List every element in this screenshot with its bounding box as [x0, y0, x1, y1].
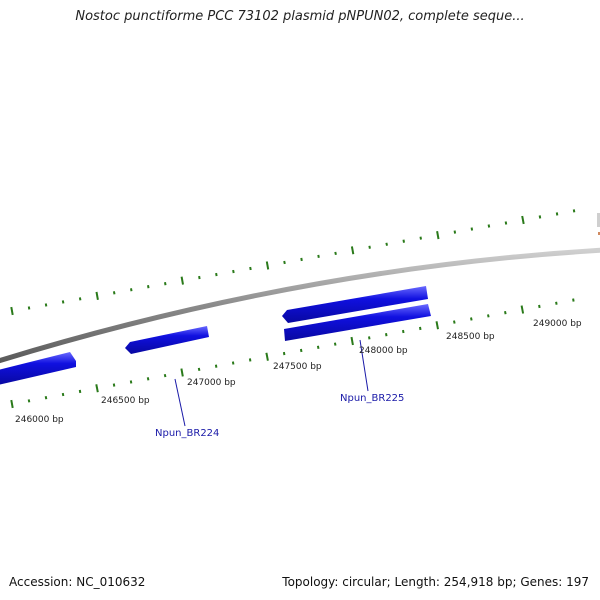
ruler-tick — [180, 276, 184, 285]
ruler-tick — [572, 209, 576, 213]
ruler-tick — [129, 380, 133, 384]
ruler-tick — [419, 326, 422, 331]
ruler-tick — [436, 231, 440, 240]
ruler-tick — [435, 321, 439, 330]
map-title: Nostoc punctiforme PCC 73102 plasmid pNP… — [75, 9, 525, 24]
ruler-tick — [61, 392, 65, 397]
ruler-label: 246500 bp — [101, 396, 150, 406]
gene-label-npun-br224[interactable]: Npun_BR224 — [155, 428, 219, 439]
ruler-tick — [487, 314, 490, 318]
ruler-tick — [538, 215, 542, 219]
ruler-tick — [112, 383, 116, 387]
ruler-tick — [385, 333, 388, 337]
ruler-tick — [130, 288, 133, 292]
ruler-label: 247000 bp — [187, 378, 236, 388]
gene-feature[interactable] — [282, 286, 428, 323]
backbone — [0, 247, 600, 364]
topology-summary: Topology: circular; Length: 254,918 bp; … — [282, 575, 589, 589]
ruler-tick — [453, 320, 456, 324]
ruler-tick — [282, 351, 286, 356]
ruler-tick — [350, 246, 355, 255]
ruler-tick — [572, 298, 575, 302]
ruler-tick — [231, 361, 235, 365]
ruler-tick — [10, 306, 14, 316]
ruler-tick — [283, 260, 286, 265]
ruler-tick — [299, 348, 303, 353]
ruler-tick — [27, 399, 31, 403]
ruler-tick — [163, 373, 167, 378]
ruler-tick — [333, 342, 337, 346]
ruler-tick — [470, 227, 474, 231]
ruler-tick — [470, 317, 473, 321]
ruler-tick — [504, 221, 508, 225]
ruler-tick — [214, 364, 218, 368]
ruler-tick — [300, 257, 303, 262]
ruler-tick — [180, 368, 184, 377]
gene-feature[interactable] — [284, 304, 431, 341]
ruler-tick — [248, 358, 252, 362]
ruler-tick — [95, 291, 99, 300]
ruler-tick — [334, 251, 337, 256]
ruler-tick — [555, 301, 558, 305]
ruler-tick — [44, 396, 48, 400]
ruler-label: 247500 bp — [273, 362, 322, 372]
ruler-tick — [265, 352, 269, 361]
ruler-tick — [61, 300, 65, 304]
ruler-tick — [368, 245, 371, 249]
ruler-tick — [249, 266, 252, 271]
ruler-label: 248500 bp — [446, 332, 495, 342]
ruler-tick — [78, 297, 82, 301]
ruler-label: 248000 bp — [359, 346, 408, 356]
ruler-tick — [555, 212, 559, 216]
ruler-tick — [232, 269, 235, 274]
ruler-tick — [146, 377, 150, 381]
ruler-tick — [521, 215, 525, 225]
ruler-tick — [164, 282, 167, 286]
ruler-tick — [504, 311, 507, 315]
ruler-tick — [520, 305, 525, 314]
gene-label-npun-br225[interactable]: Npun_BR225 — [340, 393, 404, 404]
ruler-tick — [487, 224, 491, 228]
ruler-tick — [215, 272, 218, 277]
edge-feature — [597, 213, 600, 227]
outer-ruler-ticks — [10, 209, 576, 316]
ruler-tick — [197, 367, 201, 372]
ruler-tick — [453, 230, 457, 234]
ruler-tick — [419, 236, 422, 240]
ruler-tick — [27, 306, 31, 310]
ruler-tick — [147, 285, 150, 289]
ruler-tick — [368, 336, 371, 340]
ruler-tick — [402, 329, 405, 334]
gene-feature[interactable] — [0, 352, 76, 385]
ruler-tick — [350, 336, 354, 346]
accession-text: Accession: NC_010632 — [9, 575, 146, 589]
ruler-tick — [316, 345, 320, 349]
inner-ruler-ticks — [10, 298, 575, 409]
ruler-label: 246000 bp — [15, 415, 64, 425]
edge-feature-mark — [598, 232, 600, 235]
ruler-tick — [78, 389, 82, 394]
ruler-tick — [95, 384, 99, 393]
ruler-tick — [10, 399, 14, 409]
ruler-tick — [44, 303, 48, 307]
ruler-tick — [198, 275, 201, 280]
ruler-tick — [538, 304, 541, 309]
gene-label-line — [359, 339, 369, 392]
ruler-tick — [402, 239, 405, 243]
gene-feature[interactable] — [125, 326, 209, 354]
ruler-tick — [317, 254, 320, 258]
ruler-tick — [265, 261, 270, 270]
ruler-tick — [112, 291, 116, 295]
gene-label-line — [174, 378, 186, 427]
ruler-label: 249000 bp — [533, 319, 582, 329]
ruler-tick — [385, 242, 388, 246]
